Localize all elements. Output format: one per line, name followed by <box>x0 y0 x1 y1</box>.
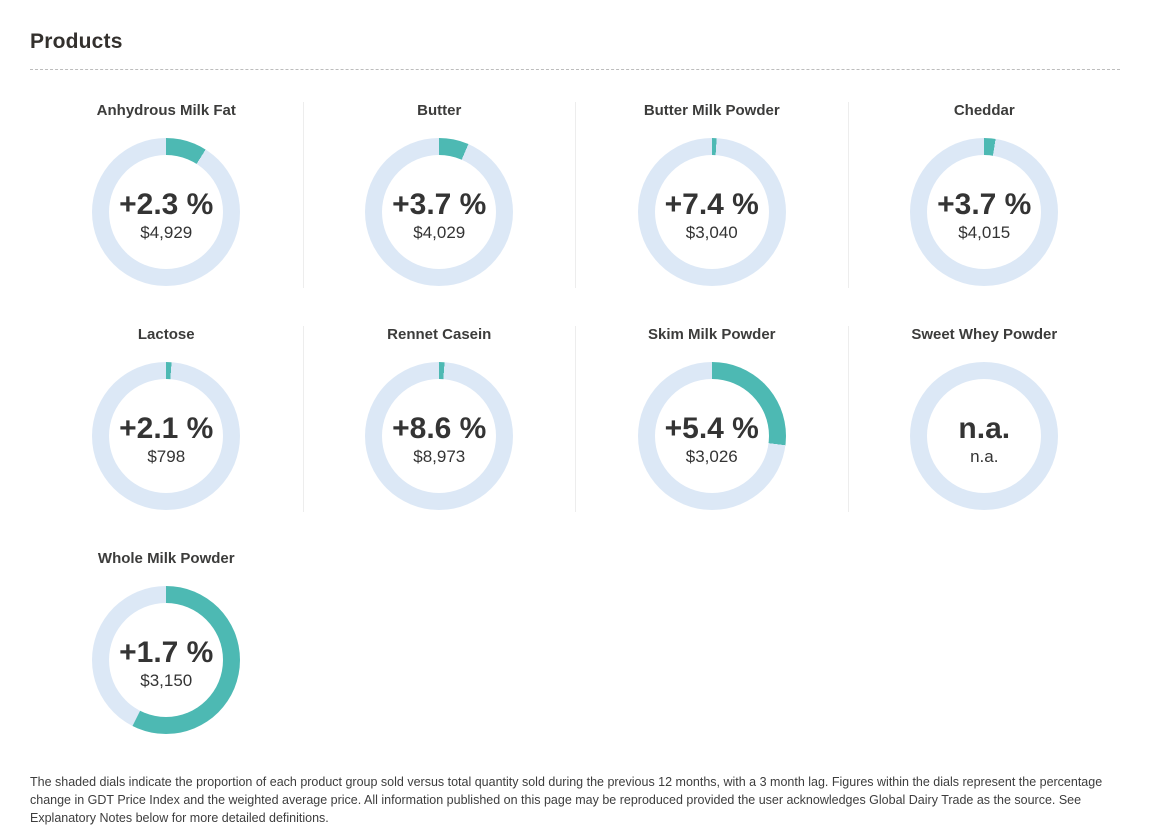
product-cell: Skim Milk Powder +5.4 % $3,026 <box>575 326 848 512</box>
product-cell: Whole Milk Powder +1.7 % $3,150 <box>30 550 303 736</box>
footer-note: The shaded dials indicate the proportion… <box>30 775 1103 825</box>
average-price: $798 <box>147 447 186 467</box>
product-cell: Lactose +2.1 % $798 <box>30 326 303 512</box>
product-dial: +8.6 % $8,973 <box>365 362 514 510</box>
product-dial: +3.7 % $4,029 <box>365 138 514 286</box>
page-title: Products <box>30 30 123 53</box>
dial-center: n.a. n.a. <box>927 379 1042 493</box>
product-dial: +5.4 % $3,026 <box>637 362 786 510</box>
products-grid: Anhydrous Milk Fat +2.3 % $4,929 Butter … <box>30 102 1120 736</box>
dial-center: +3.7 % $4,015 <box>927 155 1042 269</box>
product-cell: Butter +3.7 % $4,029 <box>302 102 576 288</box>
product-cell: Rennet Casein +8.6 % $8,973 <box>302 326 576 512</box>
product-dial: +2.1 % $798 <box>92 362 241 510</box>
price-change-percent: +5.4 % <box>664 411 759 445</box>
average-price: $3,026 <box>685 447 738 467</box>
product-cell: Anhydrous Milk Fat +2.3 % $4,929 <box>30 102 303 288</box>
average-price: $4,929 <box>140 223 193 243</box>
dial-center: +3.7 % $4,029 <box>382 155 497 269</box>
dial-center: +8.6 % $8,973 <box>382 379 497 493</box>
product-dial: +3.7 % $4,015 <box>910 138 1059 286</box>
price-change-percent: +1.7 % <box>119 635 214 669</box>
average-price: $3,040 <box>685 223 738 243</box>
price-change-percent: n.a. <box>958 411 1011 445</box>
price-change-percent: +3.7 % <box>392 187 487 221</box>
product-cell: Butter Milk Powder +7.4 % $3,040 <box>575 102 848 288</box>
average-price: $3,150 <box>140 671 193 691</box>
product-name: Lactose <box>137 326 195 343</box>
average-price: $4,029 <box>413 223 466 243</box>
price-change-percent: +7.4 % <box>664 187 759 221</box>
dial-center: +2.1 % $798 <box>109 379 224 493</box>
product-name: Butter Milk Powder <box>643 102 780 119</box>
product-dial: +2.3 % $4,929 <box>92 138 241 286</box>
product-name: Cheddar <box>953 102 1015 119</box>
price-change-percent: +8.6 % <box>392 411 487 445</box>
product-dial: n.a. n.a. <box>910 362 1059 510</box>
product-dial: +7.4 % $3,040 <box>637 138 786 286</box>
average-price: $4,015 <box>958 223 1011 243</box>
price-change-percent: +2.1 % <box>119 411 214 445</box>
average-price: $8,973 <box>413 447 466 467</box>
dial-center: +2.3 % $4,929 <box>109 155 224 269</box>
product-name: Whole Milk Powder <box>97 550 235 567</box>
dial-center: +1.7 % $3,150 <box>109 603 224 717</box>
price-change-percent: +3.7 % <box>937 187 1032 221</box>
price-change-percent: +2.3 % <box>119 187 214 221</box>
dashed-divider <box>30 69 1120 70</box>
product-name: Skim Milk Powder <box>647 326 776 343</box>
product-dial: +1.7 % $3,150 <box>92 586 241 734</box>
product-name: Anhydrous Milk Fat <box>96 102 236 119</box>
product-name: Sweet Whey Powder <box>911 326 1058 343</box>
product-cell: Sweet Whey Powder n.a. n.a. <box>847 326 1121 512</box>
product-name: Butter <box>417 102 462 119</box>
dial-center: +5.4 % $3,026 <box>654 379 769 493</box>
product-name: Rennet Casein <box>387 326 492 343</box>
product-cell: Cheddar +3.7 % $4,015 <box>847 102 1121 288</box>
average-price: n.a. <box>970 447 999 467</box>
dial-center: +7.4 % $3,040 <box>654 155 769 269</box>
